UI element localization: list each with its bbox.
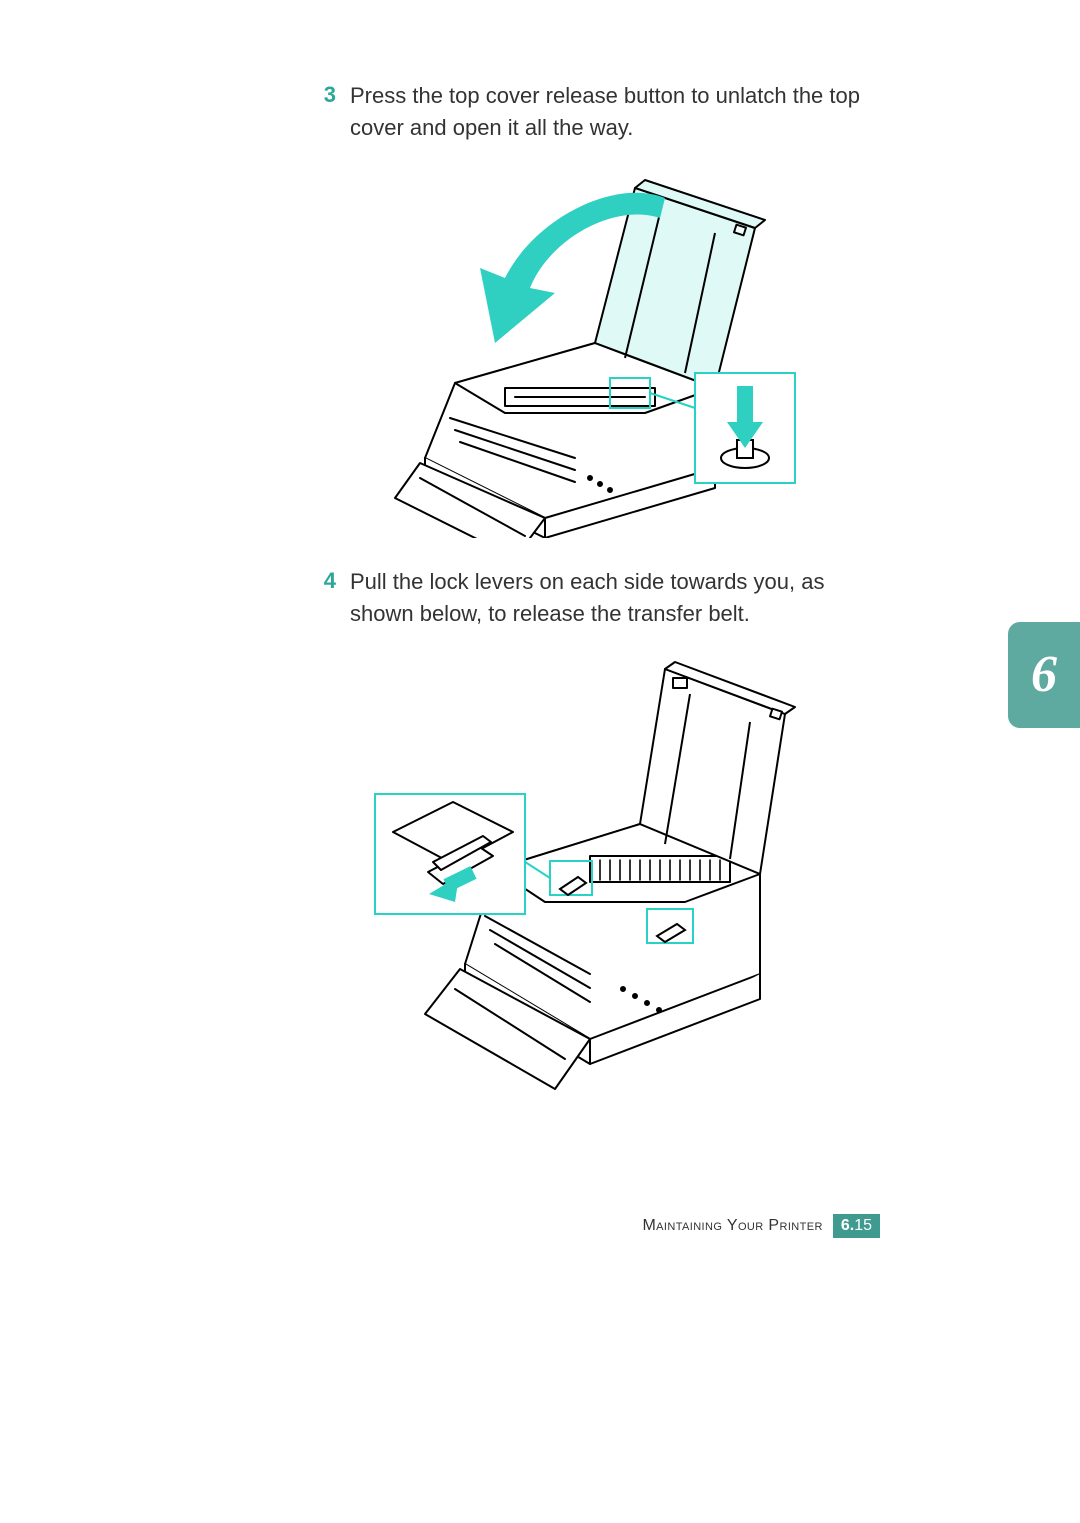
page-footer: Maintaining Your Printer 6.15: [642, 1214, 880, 1238]
step-3: 3 Press the top cover release button to …: [310, 80, 880, 144]
step-number: 4: [310, 566, 336, 596]
step-text: Press the top cover release button to un…: [350, 80, 880, 144]
chapter-tab: 6: [1008, 622, 1080, 728]
step-text: Pull the lock levers on each side toward…: [350, 566, 880, 630]
footer-page-number: 15: [854, 1217, 872, 1234]
footer-title: Maintaining Your Printer: [642, 1217, 822, 1235]
illustration-step-4: [310, 644, 880, 1094]
manual-page: 3 Press the top cover release button to …: [0, 0, 1080, 1523]
step-4: 4 Pull the lock levers on each side towa…: [310, 566, 880, 630]
chapter-tab-number: 6: [1031, 649, 1057, 701]
footer-page-badge: 6.15: [833, 1214, 880, 1238]
footer-chapter: 6.: [841, 1217, 854, 1234]
step-number: 3: [310, 80, 336, 110]
illustration-step-3: [310, 158, 880, 538]
